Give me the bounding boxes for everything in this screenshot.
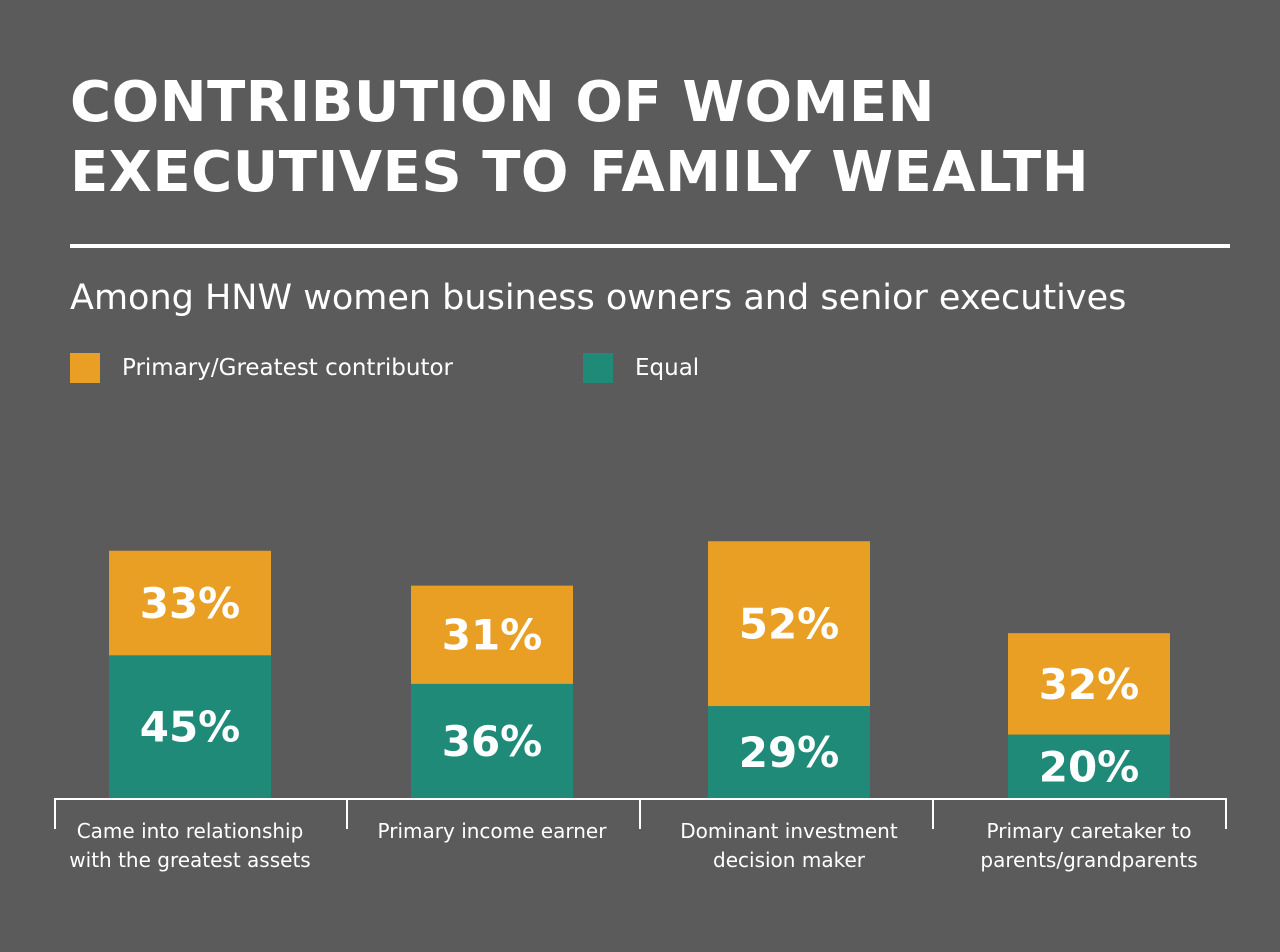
- bar-equal-1: [411, 683, 573, 798]
- bar-primary-1: [411, 585, 573, 684]
- legend-item-primary: Primary/Greatest contributor: [70, 353, 453, 383]
- data-label-equal-2: 29%: [739, 728, 840, 777]
- bar-equal-3: [1008, 734, 1170, 798]
- legend-item-equal: Equal: [583, 353, 699, 383]
- bar-equal-2: [708, 706, 870, 798]
- data-label-equal-0: 45%: [140, 703, 241, 752]
- chart-title-line-2: EXECUTIVES TO FAMILY WEALTH: [70, 140, 1090, 205]
- data-label-primary-3: 32%: [1039, 660, 1140, 709]
- legend-label-equal: Equal: [635, 355, 700, 381]
- category-label-3-line-0: Primary caretaker to: [987, 819, 1192, 843]
- stacked-bar-chart: 45% 33% Came into relationship with the gre…: [54, 541, 1227, 872]
- legend-swatch-equal: [583, 353, 613, 383]
- data-label-equal-1: 36%: [442, 717, 543, 766]
- category-label-3-line-1: parents/grandparents: [980, 848, 1197, 872]
- chart-subtitle: Among HNW women business owners and seni…: [70, 278, 1127, 318]
- category-label-2-line-1: decision maker: [713, 848, 866, 872]
- bar-equal-0: [109, 655, 271, 798]
- data-label-primary-2: 52%: [739, 600, 840, 649]
- legend-swatch-primary: [70, 353, 100, 383]
- bar-primary-0: [109, 550, 271, 656]
- bar-primary-2: [708, 541, 870, 707]
- chart-title: CONTRIBUTION OF WOMEN EXECUTIVES TO FAMI…: [70, 68, 1230, 208]
- data-label-primary-0: 33%: [140, 579, 241, 628]
- data-label-equal-3: 20%: [1039, 742, 1140, 791]
- category-label-0-line-0: Came into relationship: [77, 819, 304, 843]
- bar-primary-3: [1008, 633, 1170, 735]
- category-label-1-line-0: Primary income earner: [378, 819, 608, 843]
- category-label-0-line-1: with the greatest assets: [69, 848, 310, 872]
- data-label-primary-1: 31%: [442, 611, 543, 660]
- title-divider: [70, 244, 1230, 248]
- category-label-2-line-0: Dominant investment: [680, 819, 898, 843]
- chart-legend: Primary/Greatest contributor Equal: [0, 353, 1280, 387]
- legend-label-primary: Primary/Greatest contributor: [122, 355, 454, 381]
- chart-title-line-1: CONTRIBUTION OF WOMEN: [70, 70, 935, 135]
